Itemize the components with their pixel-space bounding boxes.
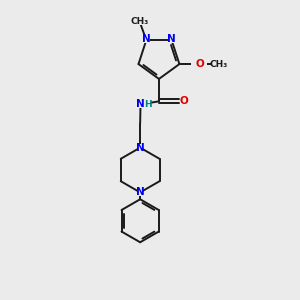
Text: N: N (167, 34, 176, 44)
FancyBboxPatch shape (212, 61, 224, 68)
FancyBboxPatch shape (137, 189, 143, 196)
Text: N: N (136, 99, 145, 109)
Text: CH₃: CH₃ (130, 17, 149, 26)
Text: CH₃: CH₃ (209, 60, 227, 69)
FancyBboxPatch shape (180, 98, 187, 105)
Text: N: N (136, 142, 145, 153)
FancyBboxPatch shape (143, 36, 150, 43)
Text: O: O (179, 96, 188, 106)
FancyBboxPatch shape (144, 101, 151, 108)
FancyBboxPatch shape (137, 144, 143, 151)
FancyBboxPatch shape (190, 61, 207, 68)
FancyBboxPatch shape (137, 101, 144, 108)
Text: O: O (196, 59, 205, 69)
Text: H: H (144, 100, 152, 109)
FancyBboxPatch shape (134, 19, 145, 25)
Text: N: N (136, 188, 145, 197)
FancyBboxPatch shape (168, 36, 175, 43)
Text: N: N (142, 34, 151, 44)
